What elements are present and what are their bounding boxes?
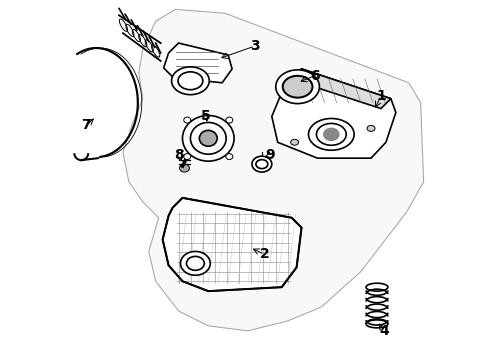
Ellipse shape bbox=[309, 118, 354, 150]
Text: 3: 3 bbox=[250, 39, 260, 53]
Ellipse shape bbox=[324, 129, 339, 140]
Ellipse shape bbox=[184, 117, 191, 123]
Ellipse shape bbox=[252, 156, 272, 172]
Ellipse shape bbox=[179, 164, 190, 172]
Ellipse shape bbox=[276, 70, 319, 104]
Ellipse shape bbox=[184, 154, 191, 159]
Ellipse shape bbox=[283, 76, 313, 98]
Ellipse shape bbox=[226, 117, 233, 123]
Text: 6: 6 bbox=[310, 69, 319, 83]
Text: 7: 7 bbox=[81, 118, 91, 132]
Ellipse shape bbox=[367, 125, 375, 131]
Polygon shape bbox=[163, 198, 301, 291]
Ellipse shape bbox=[180, 251, 210, 275]
Ellipse shape bbox=[172, 67, 209, 95]
Ellipse shape bbox=[291, 139, 298, 145]
Polygon shape bbox=[164, 43, 232, 83]
Polygon shape bbox=[123, 9, 424, 331]
Text: 8: 8 bbox=[173, 148, 183, 162]
Text: 1: 1 bbox=[376, 89, 386, 103]
Text: 5: 5 bbox=[200, 108, 210, 122]
Polygon shape bbox=[272, 69, 396, 158]
Polygon shape bbox=[290, 69, 391, 109]
Ellipse shape bbox=[199, 130, 217, 146]
Ellipse shape bbox=[182, 116, 234, 161]
Text: 4: 4 bbox=[379, 324, 389, 338]
Ellipse shape bbox=[226, 154, 233, 159]
Text: 2: 2 bbox=[260, 247, 270, 261]
Text: 9: 9 bbox=[265, 148, 274, 162]
